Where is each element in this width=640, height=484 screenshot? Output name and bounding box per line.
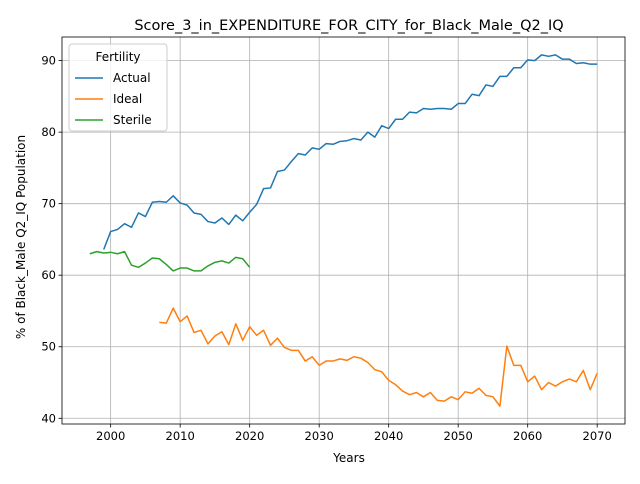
y-axis-label: % of Black_Male Q2_IQ Population bbox=[14, 135, 28, 339]
legend-title: Fertility bbox=[95, 50, 140, 64]
x-tick-label: 2040 bbox=[374, 429, 403, 443]
grid bbox=[62, 37, 625, 424]
legend-entry-actual: Actual bbox=[113, 71, 151, 85]
x-tick-label: 2000 bbox=[96, 429, 125, 443]
series-lines bbox=[89, 54, 598, 407]
y-tick-label: 80 bbox=[41, 125, 56, 139]
legend: Fertility Actual Ideal Sterile bbox=[68, 43, 168, 132]
x-tick-label: 2010 bbox=[166, 429, 195, 443]
series-line-actual bbox=[103, 54, 598, 250]
plot-frame bbox=[61, 36, 626, 425]
x-tick-label: 2020 bbox=[235, 429, 264, 443]
y-tick-label: 60 bbox=[41, 268, 56, 282]
legend-entry-sterile: Sterile bbox=[113, 113, 152, 127]
x-tick-label: 2030 bbox=[305, 429, 334, 443]
y-tick-label: 90 bbox=[41, 54, 56, 68]
x-tick-label: 2050 bbox=[444, 429, 473, 443]
legend-box bbox=[68, 43, 168, 132]
x-tick-label: 2070 bbox=[583, 429, 612, 443]
series-line-ideal bbox=[159, 307, 598, 407]
legend-entry-ideal: Ideal bbox=[113, 92, 142, 106]
y-tick-label: 50 bbox=[41, 340, 56, 354]
y-tick-label: 70 bbox=[41, 197, 56, 211]
series-line-sterile bbox=[89, 250, 251, 272]
x-axis-label: Years bbox=[332, 451, 365, 465]
axes: 2000 2010 2020 2030 2040 2050 2060 2070 40 50 60 70… bbox=[41, 36, 626, 443]
chart-title: Score_3_in_EXPENDITURE_FOR_CITY_for_Blac… bbox=[134, 18, 563, 34]
y-tick-label: 40 bbox=[41, 411, 56, 425]
x-tick-label: 2060 bbox=[513, 429, 542, 443]
